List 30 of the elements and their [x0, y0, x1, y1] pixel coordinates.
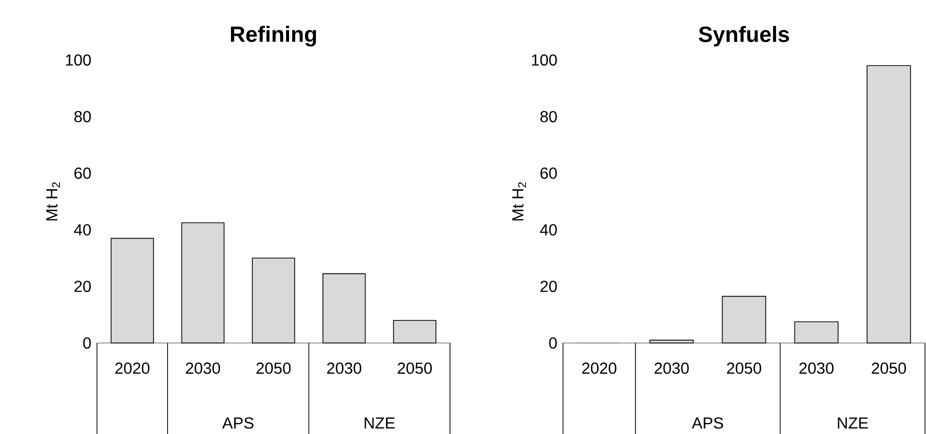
y-tick-label: 60 [540, 168, 557, 179]
x-tick-label: 2050 [256, 362, 291, 374]
y-axis-title: Mt H$_{2}$ [46, 182, 60, 220]
y-tick-label: 100 [66, 54, 91, 66]
y-tick-label: 0 [83, 337, 91, 349]
y-tick-label: 20 [540, 280, 557, 292]
y-tick-label: 100 [532, 54, 557, 66]
y-tick-label: 40 [74, 224, 91, 236]
x-tick-label: 2050 [398, 362, 432, 374]
x-tick-label: 2030 [186, 362, 220, 374]
x-tick-label: 2030 [327, 362, 362, 374]
text: APS [692, 417, 724, 429]
x-tick-label: 2030 [799, 362, 834, 374]
text: NZE [838, 417, 868, 429]
chart-title: Refining [230, 26, 316, 46]
y-axis-title: Mt H$_{2}$ [512, 182, 526, 220]
y-tick-label: 20 [74, 280, 91, 292]
x-tick-label: 2020 [115, 362, 150, 374]
y-tick-label: 0 [549, 337, 557, 349]
y-tick-label: 80 [74, 110, 91, 122]
y-tick-label: 80 [540, 110, 557, 122]
chart-title: Synfuels [698, 26, 789, 46]
x-tick-label: 2020 [582, 362, 616, 374]
y-tick-label: 60 [74, 168, 91, 179]
y-tick-label: 40 [540, 224, 557, 236]
text: NZE [364, 417, 395, 429]
x-tick-label: 2030 [654, 362, 689, 374]
x-tick-label: 2050 [727, 362, 762, 374]
text: APS [222, 417, 254, 429]
x-tick-label: 2050 [872, 362, 906, 374]
